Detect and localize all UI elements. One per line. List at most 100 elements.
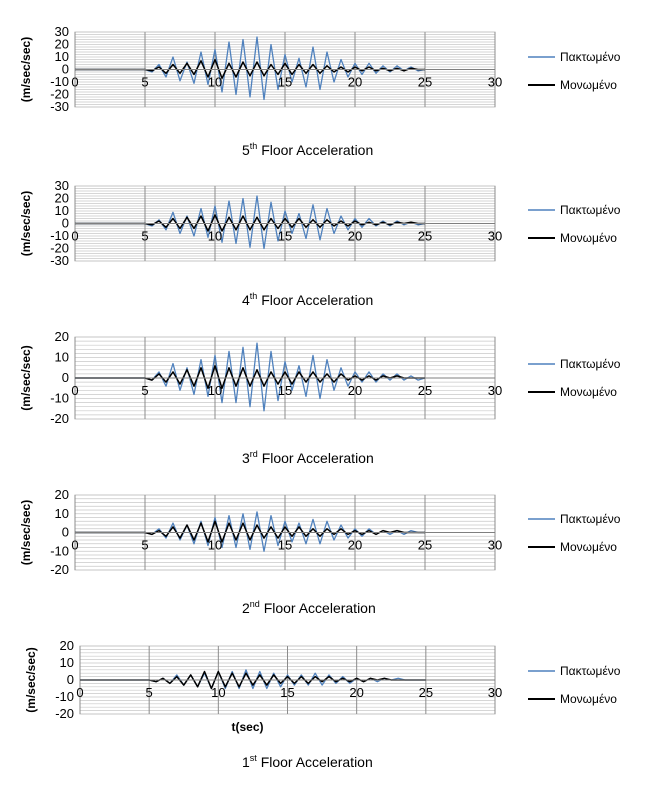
x-tick-label: 0 bbox=[71, 538, 78, 553]
caption-ordinal-suffix: rd bbox=[250, 449, 258, 459]
x-tick-label: 20 bbox=[348, 229, 362, 244]
legend-label-isolated: Μονωμένο bbox=[560, 231, 617, 245]
x-tick-label: 30 bbox=[488, 538, 502, 553]
x-tick-label: 5 bbox=[141, 75, 148, 90]
y-tick-label: -20 bbox=[50, 87, 69, 102]
y-tick-label: -10 bbox=[50, 543, 69, 558]
legend-label-isolated: Μονωμένο bbox=[560, 385, 617, 399]
x-tick-label: 10 bbox=[211, 685, 225, 700]
y-tick-label: 20 bbox=[55, 329, 69, 344]
x-tick-label: 5 bbox=[146, 685, 153, 700]
x-tick-label: 10 bbox=[208, 383, 222, 398]
series-line-isolated bbox=[75, 58, 425, 80]
x-tick-label: 15 bbox=[278, 229, 292, 244]
caption-floor-number: 2 bbox=[242, 600, 250, 616]
y-tick-label: -10 bbox=[50, 228, 69, 243]
x-tick-label: 30 bbox=[488, 685, 502, 700]
y-tick-label: 30 bbox=[55, 178, 69, 193]
y-tick-label: 20 bbox=[55, 191, 69, 206]
x-tick-label: 15 bbox=[280, 685, 294, 700]
x-tick-label: 5 bbox=[141, 538, 148, 553]
y-tick-label: 20 bbox=[60, 638, 74, 653]
legend: Πακτωμένο Μονωμένο bbox=[528, 357, 621, 399]
legend: Πακτωμένο Μονωμένο bbox=[528, 50, 621, 92]
caption-text: Floor Acceleration bbox=[257, 292, 373, 308]
legend-label-isolated: Μονωμένο bbox=[560, 78, 617, 92]
x-tick-label: 5 bbox=[141, 229, 148, 244]
x-tick-label: 10 bbox=[208, 75, 222, 90]
x-tick-label: 0 bbox=[71, 229, 78, 244]
legend-label-isolated: Μονωμένο bbox=[560, 540, 617, 554]
x-tick-label: 10 bbox=[208, 229, 222, 244]
x-tick-label: 5 bbox=[141, 383, 148, 398]
legend-label-fixed: Πακτωμένο bbox=[560, 50, 621, 64]
x-tick-label: 30 bbox=[488, 383, 502, 398]
legend-label-fixed: Πακτωμένο bbox=[560, 203, 621, 217]
caption-text: Floor Acceleration bbox=[260, 600, 376, 616]
x-tick-label: 20 bbox=[348, 538, 362, 553]
y-tick-label: 10 bbox=[55, 350, 69, 365]
y-tick-label: 10 bbox=[55, 506, 69, 521]
x-tick-label: 25 bbox=[418, 383, 432, 398]
y-tick-label: -30 bbox=[50, 253, 69, 268]
x-tick-label: 0 bbox=[76, 685, 83, 700]
y-tick-label: 0 bbox=[62, 62, 69, 77]
x-tick-label: 15 bbox=[278, 383, 292, 398]
x-tick-label: 20 bbox=[349, 685, 363, 700]
x-tick-label: 25 bbox=[419, 685, 433, 700]
chart-caption: 3rd Floor Acceleration bbox=[242, 449, 374, 466]
x-tick-label: 20 bbox=[348, 75, 362, 90]
x-tick-label: 30 bbox=[488, 229, 502, 244]
x-tick-label: 25 bbox=[418, 229, 432, 244]
legend: Πακτωμένο Μονωμένο bbox=[528, 512, 621, 554]
x-tick-label: 15 bbox=[278, 75, 292, 90]
caption-ordinal-suffix: th bbox=[250, 291, 258, 301]
y-tick-label: 30 bbox=[55, 24, 69, 39]
y-tick-label: 10 bbox=[60, 655, 74, 670]
y-tick-label: -20 bbox=[50, 241, 69, 256]
legend: Πακτωμένο Μονωμένο bbox=[528, 203, 621, 245]
caption-floor-number: 1 bbox=[242, 754, 250, 770]
caption-floor-number: 3 bbox=[242, 450, 250, 466]
legend-label-fixed: Πακτωμένο bbox=[560, 664, 621, 678]
y-axis-label: (m/sec/sec) bbox=[19, 500, 33, 565]
chart-caption: 5th Floor Acceleration bbox=[242, 141, 373, 158]
x-tick-label: 15 bbox=[278, 538, 292, 553]
y-axis-label: (m/sec/sec) bbox=[19, 345, 33, 410]
y-tick-label: -20 bbox=[55, 706, 74, 721]
y-tick-label: 0 bbox=[62, 216, 69, 231]
x-tick-label: 0 bbox=[71, 75, 78, 90]
y-tick-label: -10 bbox=[50, 391, 69, 406]
x-tick-label: 25 bbox=[418, 538, 432, 553]
legend: Πακτωμένο Μονωμένο bbox=[528, 664, 621, 706]
y-tick-label: 0 bbox=[62, 525, 69, 540]
chart-caption: 4th Floor Acceleration bbox=[242, 291, 373, 308]
y-tick-label: -20 bbox=[50, 562, 69, 577]
x-axis-label: t(sec) bbox=[231, 720, 263, 734]
y-tick-label: -10 bbox=[50, 74, 69, 89]
caption-ordinal-suffix: th bbox=[250, 141, 258, 151]
caption-ordinal-suffix: nd bbox=[250, 599, 260, 609]
y-tick-label: 20 bbox=[55, 37, 69, 52]
chart-caption: 2nd Floor Acceleration bbox=[242, 599, 376, 616]
y-tick-label: 0 bbox=[62, 370, 69, 385]
caption-ordinal-suffix: st bbox=[250, 753, 258, 763]
legend-label-fixed: Πακτωμένο bbox=[560, 357, 621, 371]
x-tick-label: 0 bbox=[71, 383, 78, 398]
caption-text: Floor Acceleration bbox=[257, 142, 373, 158]
legend-label-fixed: Πακτωμένο bbox=[560, 512, 621, 526]
caption-text: Floor Acceleration bbox=[258, 450, 374, 466]
x-tick-label: 25 bbox=[418, 75, 432, 90]
legend-label-isolated: Μονωμένο bbox=[560, 692, 617, 706]
caption-floor-number: 5 bbox=[242, 142, 250, 158]
y-axis-label: (m/sec/sec) bbox=[19, 191, 33, 256]
y-tick-label: 20 bbox=[55, 487, 69, 502]
caption-text: Floor Acceleration bbox=[257, 754, 373, 770]
chart-caption: 1st Floor Acceleration bbox=[242, 753, 373, 770]
